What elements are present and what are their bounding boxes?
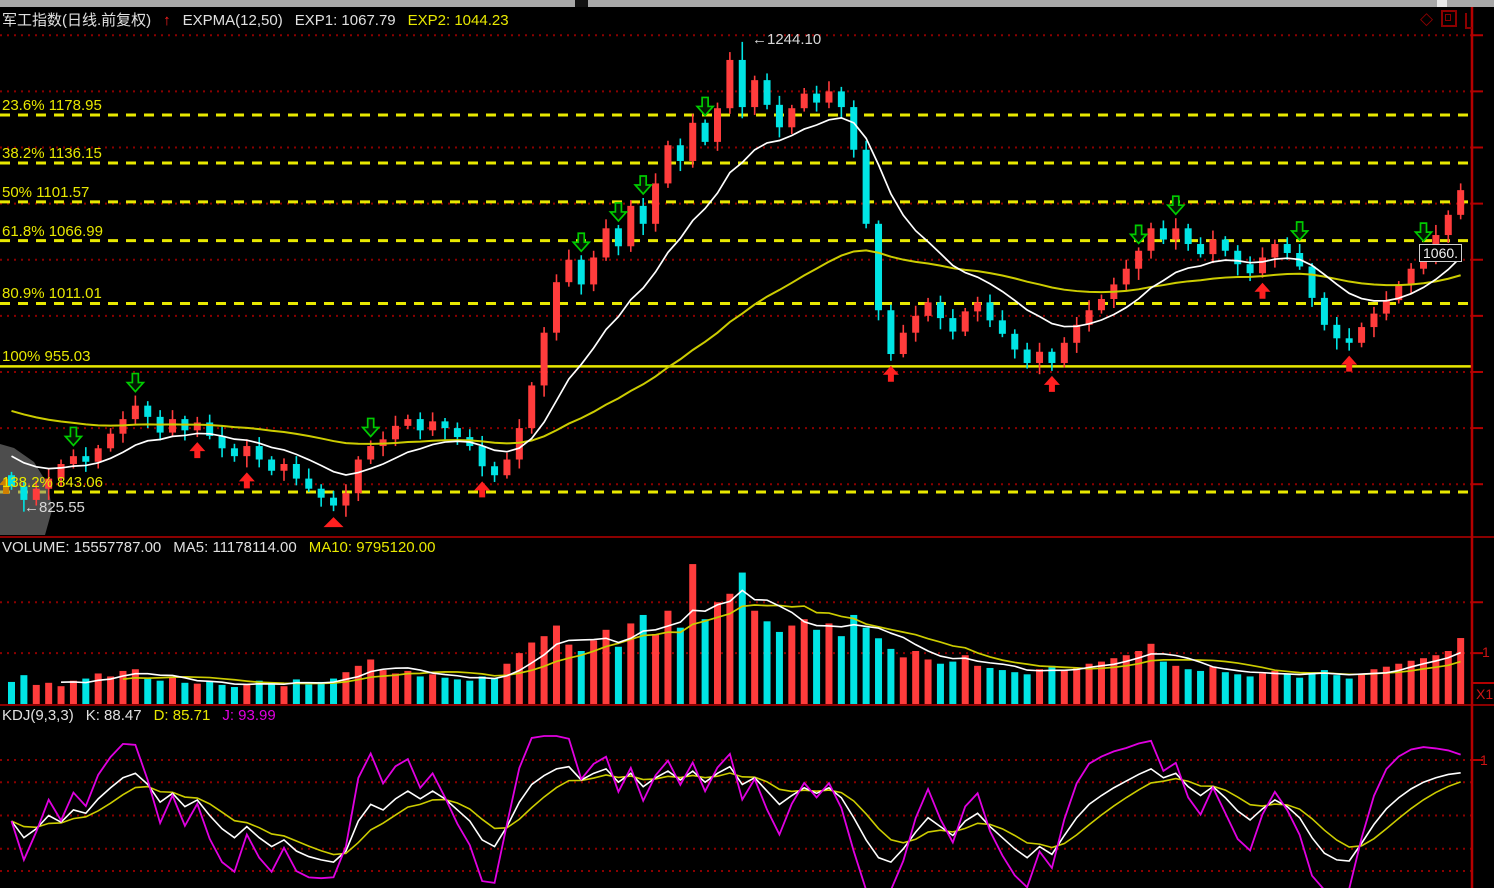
kdj-d-value: D: 85.71 — [153, 707, 211, 724]
window-controls: ◇ — [1420, 9, 1473, 29]
volume-ma10-value: MA10: 9795120.00 — [308, 539, 436, 556]
titlebar-notch — [575, 0, 588, 7]
volume-axis-tick-label: 1 — [1482, 644, 1490, 660]
kdj-pane-header: KDJ(9,3,3) K: 88.47 D: 85.71 J: 93.99 — [2, 707, 276, 724]
kdj-k-value: K: 88.47 — [85, 707, 142, 724]
restore-window-icon[interactable] — [1441, 10, 1458, 27]
latest-price-tag[interactable]: 1060. — [1419, 244, 1463, 262]
exp1-value: EXP1: 1067.79 — [294, 12, 396, 29]
kdj-indicator-name[interactable]: KDJ(9,3,3) — [2, 707, 74, 724]
peak-price-annotation: ←1244.10 — [752, 31, 822, 48]
volume-pane-header: VOLUME: 15557787.00 MA5: 11178114.00 MA1… — [2, 539, 436, 556]
volume-ma5-value: MA5: 11178114.00 — [173, 539, 297, 556]
kdj-axis-tick-label: 1 — [1480, 752, 1488, 768]
indicator-name[interactable]: EXPMA(12,50) — [182, 12, 283, 29]
fib-level-label-6: 138.2% 843.06 — [2, 474, 103, 491]
fib-level-label-2: 50% 1101.57 — [2, 183, 90, 201]
trough-price-annotation: ←825.55 — [24, 499, 85, 516]
kdj-j-value: J: 93.99 — [222, 707, 276, 724]
instrument-title: 军工指数(日线.前复权) — [2, 12, 152, 29]
exp2-value: EXP2: 1044.23 — [407, 12, 509, 29]
fib-level-label-5: 100% 955.03 — [2, 348, 91, 366]
fib-level-label-1: 38.2% 1136.15 — [2, 145, 102, 163]
titlebar-highlight — [1437, 0, 1447, 7]
fib-level-label-3: 61.8% 1066.99 — [2, 222, 103, 240]
volume-multiplier-label: X1 — [1476, 686, 1494, 702]
fib-level-label-4: 80.9% 1011.01 — [2, 285, 102, 303]
main-pane-header: 军工指数(日线.前复权) ↑ EXPMA(12,50) EXP1: 1067.7… — [2, 9, 509, 30]
up-arrow-icon: ↑ — [163, 12, 171, 29]
window-edge-icon — [1465, 12, 1473, 29]
window-titlebar[interactable] — [0, 0, 1494, 7]
volume-value: VOLUME: 15557787.00 — [2, 539, 162, 556]
diamond-icon[interactable]: ◇ — [1420, 9, 1434, 28]
fib-level-label-0: 23.6% 1178.95 — [2, 97, 102, 114]
